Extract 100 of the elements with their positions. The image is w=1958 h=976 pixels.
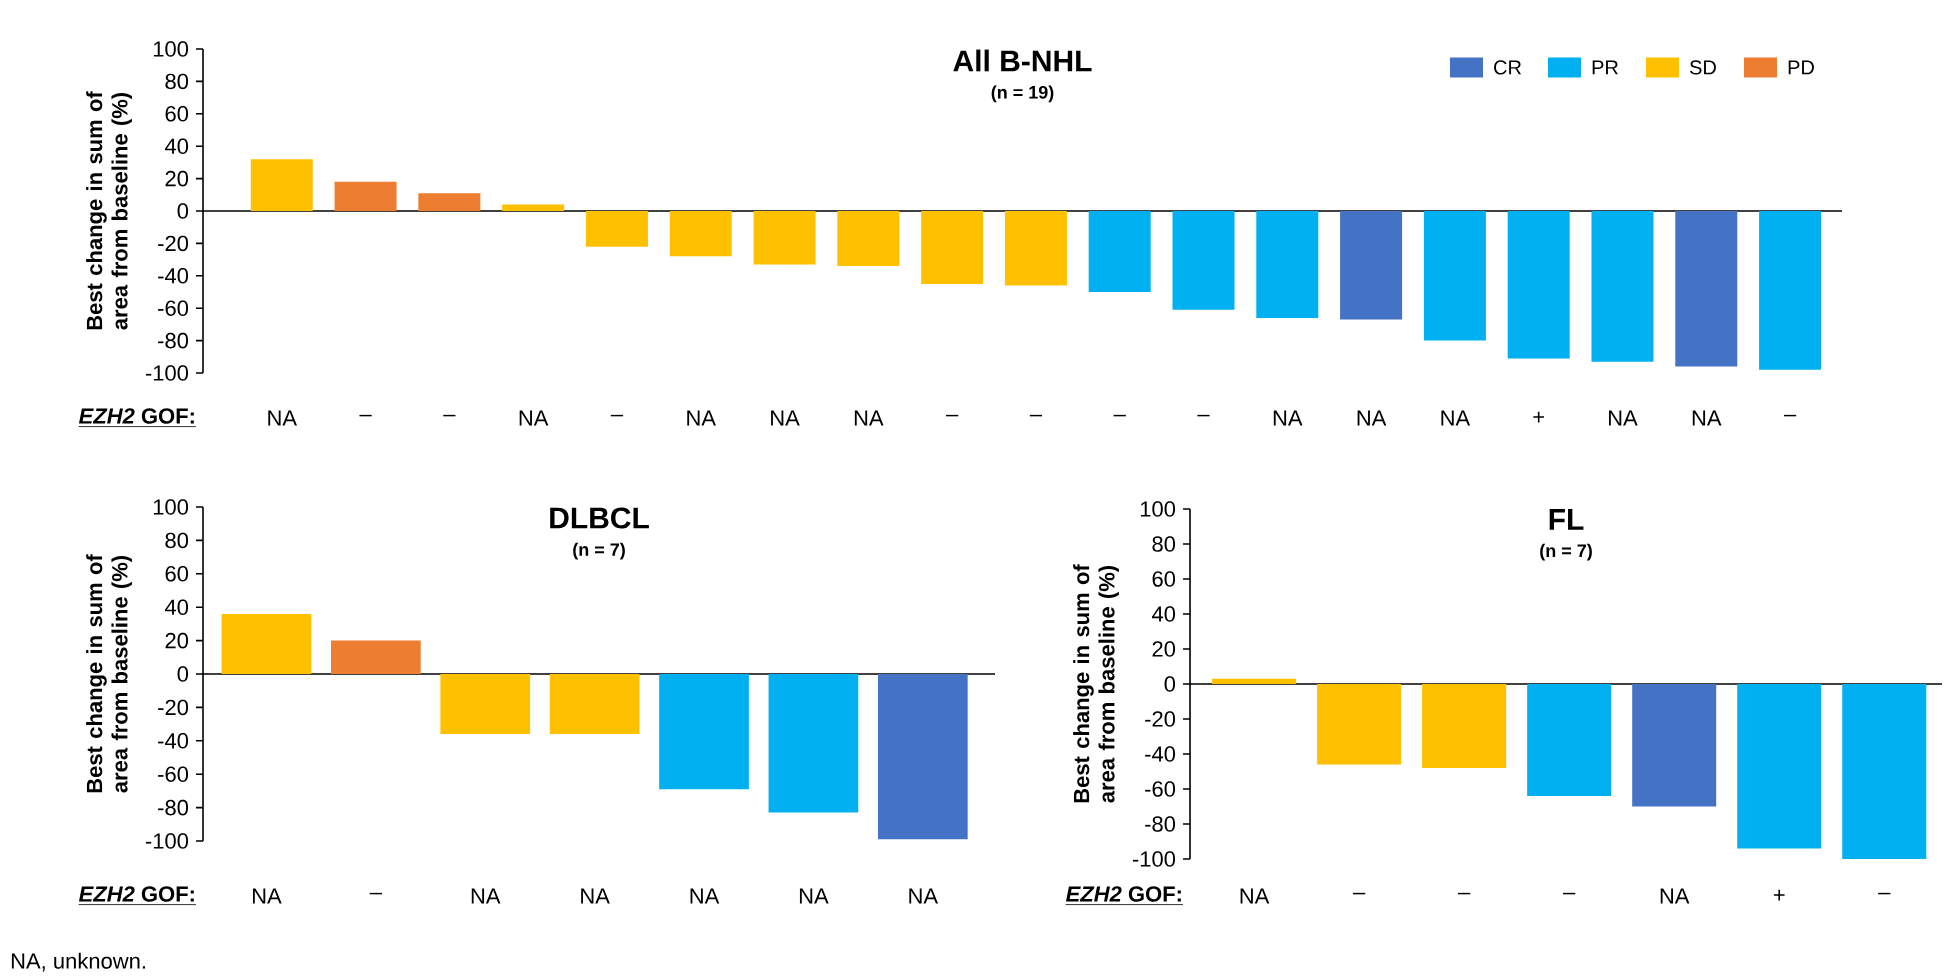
bar: [659, 674, 749, 790]
bar: [1340, 211, 1403, 320]
y-tick-label: -60: [158, 300, 189, 316]
bar: [837, 211, 900, 267]
x-tick-label: NA: [1660, 888, 1690, 904]
y-axis-title: Best change in sum of area from baseline (%): [86, 91, 132, 330]
y-tick-label: 20: [165, 170, 189, 187]
x-tick-label: –: [610, 414, 624, 417]
x-tick-label: NA: [771, 410, 800, 426]
x-tick-label: NA: [252, 888, 282, 904]
y-tick-label: -20: [1145, 711, 1176, 727]
y-tick-label: 100: [1140, 501, 1176, 517]
x-axis-title: EZH2 GOF:: [78, 886, 194, 902]
legend-label: PD: [1788, 60, 1814, 75]
bar: [1591, 211, 1654, 362]
x-tick-label: +: [1773, 889, 1785, 901]
y-tick-label: -100: [145, 365, 189, 381]
x-tick-label: –: [1113, 414, 1126, 417]
y-tick-label: 80: [165, 73, 189, 90]
y-tick-label: -100: [1132, 851, 1176, 867]
x-tick-label: NA: [854, 410, 884, 426]
y-tick-label: -20: [158, 699, 189, 716]
x-tick-label: –: [1197, 414, 1210, 417]
x-axis-title: EZH2 GOF:: [1065, 886, 1181, 902]
y-tick-label: 100: [153, 499, 189, 515]
y-tick-label: 100: [153, 41, 189, 57]
y-tick-label: -80: [158, 332, 189, 349]
x-tick-label: NA: [687, 410, 716, 426]
x-tick-label: –: [946, 414, 959, 417]
y-tick-label: 60: [1152, 571, 1176, 587]
bar: [502, 204, 565, 211]
bar: [549, 674, 640, 735]
bar: [669, 211, 732, 257]
x-tick-label: NA: [799, 888, 829, 904]
bar: [585, 211, 648, 247]
text: (n = 7): [1540, 543, 1592, 561]
bar: [1172, 211, 1235, 310]
text: NA, unknown.: [11, 952, 146, 972]
x-tick-label: –: [359, 414, 372, 417]
bar: [1256, 211, 1319, 318]
bar: [753, 211, 816, 265]
y-tick-label: -40: [158, 268, 189, 284]
text: (n = 7): [573, 542, 625, 560]
y-tick-label: -100: [145, 833, 189, 849]
y-tick-label: 20: [1152, 641, 1176, 657]
x-tick-label: NA: [1692, 410, 1722, 426]
y-tick-label: 0: [177, 203, 189, 219]
y-tick-label: 40: [1151, 606, 1176, 622]
y-axis-title: Best change in sum of area from baseline (%): [1073, 564, 1119, 803]
y-tick-label: 20: [165, 632, 189, 649]
bar: [331, 640, 421, 674]
chart-title: All B-NHL: [953, 49, 1092, 72]
x-tick-label: –: [1029, 414, 1043, 417]
bar: [418, 193, 481, 211]
y-tick-label: 60: [165, 566, 189, 582]
y-tick-label: -40: [158, 733, 189, 749]
y-tick-label: -40: [1145, 746, 1176, 762]
x-tick-label: –: [1878, 892, 1891, 895]
bar: [250, 159, 313, 211]
x-tick-label: NA: [1609, 410, 1638, 426]
y-axis-title: Best change in sum of area from baseline (%): [86, 554, 132, 793]
legend-label: PR: [1592, 60, 1618, 75]
x-tick-label: NA: [268, 410, 297, 426]
x-tick-label: NA: [1273, 410, 1303, 426]
y-tick-label: 60: [165, 106, 189, 122]
x-tick-label: NA: [690, 888, 720, 904]
y-tick-label: 40: [164, 599, 189, 615]
x-tick-label: –: [1563, 892, 1576, 895]
y-tick-label: -80: [1145, 816, 1176, 832]
legend-label: CR: [1494, 60, 1522, 75]
y-tick-label: 0: [1164, 676, 1176, 692]
x-tick-label: –: [1458, 892, 1471, 895]
x-tick-label: –: [443, 414, 456, 417]
y-tick-label: -80: [158, 799, 189, 816]
bar: [334, 181, 397, 211]
y-tick-label: -60: [1145, 781, 1176, 797]
bar: [1004, 211, 1067, 286]
y-tick-label: 80: [165, 532, 189, 549]
x-tick-label: NA: [1240, 888, 1270, 904]
chart-title: FL: [1549, 509, 1584, 530]
y-tick-label: 40: [164, 138, 189, 154]
x-tick-label: –: [1783, 414, 1797, 417]
bar: [1088, 211, 1151, 292]
bar: [221, 613, 312, 674]
x-axis-title: EZH2 GOF:: [78, 408, 194, 424]
bar: [1423, 211, 1486, 341]
x-tick-label: –: [369, 892, 382, 895]
x-tick-label: NA: [519, 410, 549, 426]
x-tick-label: +: [1533, 411, 1545, 423]
text: (n = 19): [991, 85, 1054, 103]
bar: [921, 211, 984, 284]
y-tick-label: 0: [177, 666, 189, 682]
bar: [440, 674, 531, 735]
x-tick-label: NA: [909, 888, 939, 904]
legend-label: SD: [1689, 60, 1716, 75]
chart-title: DLBCL: [550, 507, 649, 529]
x-tick-label: NA: [1441, 410, 1471, 426]
y-tick-label: 80: [1152, 536, 1176, 552]
y-tick-label: -60: [158, 766, 189, 782]
bar: [1675, 211, 1738, 367]
